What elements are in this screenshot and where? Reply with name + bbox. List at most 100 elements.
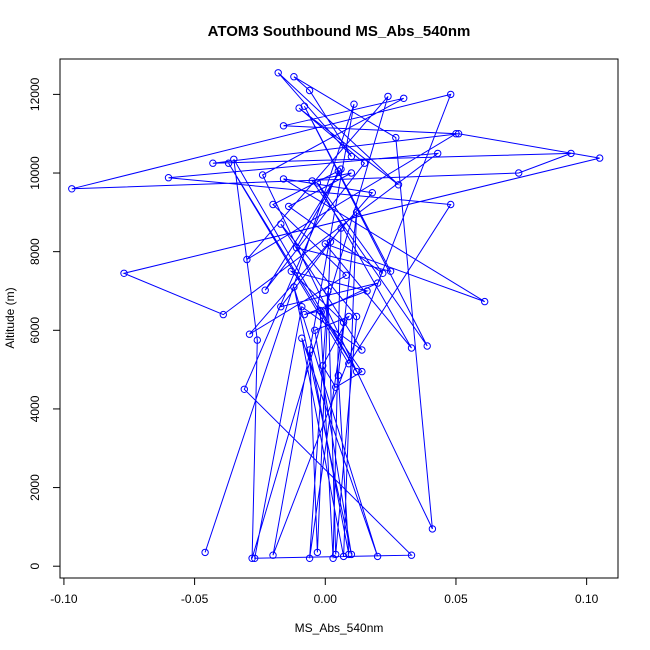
data-point [332, 550, 340, 559]
data-point [243, 255, 251, 264]
data-point [515, 169, 523, 177]
data-point [352, 208, 361, 217]
data-point [298, 303, 306, 311]
data-point [373, 552, 382, 561]
data-point [347, 169, 356, 177]
data-point [332, 383, 340, 391]
series-line [71, 72, 600, 559]
data-point [394, 181, 403, 189]
data-point [454, 130, 463, 138]
data-point [279, 175, 288, 183]
data-point [345, 312, 353, 321]
data-point [334, 371, 342, 380]
y-tick-label: 0 [28, 563, 42, 570]
data-point [379, 269, 387, 277]
data-point [261, 286, 269, 294]
data-point [290, 283, 298, 291]
data-point [400, 94, 408, 103]
data-point [481, 297, 489, 306]
y-tick-label: 2000 [28, 474, 42, 501]
data-point [339, 552, 348, 561]
data-point [120, 269, 128, 277]
data-point [305, 86, 314, 95]
x-tick-label: -0.10 [50, 592, 78, 606]
data-point [324, 287, 332, 295]
data-point [392, 133, 400, 142]
data-point [384, 92, 392, 101]
data-point [360, 159, 369, 167]
data-point [358, 367, 366, 376]
x-axis-label: MS_Abs_540nm [295, 621, 384, 635]
y-tick-label: 6000 [28, 317, 42, 344]
data-point [319, 362, 327, 370]
data-point [358, 346, 366, 354]
x-tick-label: 0.10 [575, 592, 599, 606]
data-point [295, 104, 303, 112]
data-point [279, 122, 288, 130]
data-point [321, 240, 329, 248]
data-point [285, 202, 293, 211]
y-tick-label: 12000 [28, 77, 42, 111]
data-point [230, 155, 238, 164]
data-point [342, 271, 350, 279]
data-point [269, 200, 277, 209]
data-point [251, 554, 259, 562]
data-point [313, 179, 322, 187]
x-tick-label: -0.05 [181, 592, 209, 606]
data-point [567, 149, 575, 158]
data-point [274, 69, 282, 77]
data-point [277, 220, 285, 228]
data-point [311, 326, 319, 334]
data-point [434, 149, 442, 158]
data-point [368, 189, 376, 197]
data-point [209, 159, 217, 167]
data-point [305, 346, 314, 354]
data-point [334, 167, 342, 175]
data-point [164, 174, 173, 182]
data-point [298, 334, 306, 342]
data-point [269, 551, 277, 559]
series-points [68, 69, 604, 562]
y-tick-label: 4000 [28, 395, 42, 422]
data-point [240, 385, 249, 393]
series-lines [71, 72, 600, 559]
data-point [313, 548, 322, 557]
data-point [68, 185, 76, 193]
data-point [347, 550, 356, 559]
y-tick-label: 8000 [28, 238, 42, 265]
data-point [352, 312, 361, 321]
data-point [300, 102, 309, 110]
data-point [277, 303, 285, 311]
chart-title: ATOM3 Southbound MS_Abs_540nm [208, 23, 471, 40]
data-point [363, 287, 371, 295]
data-point [219, 310, 228, 319]
data-point [316, 306, 324, 315]
data-point [253, 336, 261, 344]
data-point [258, 171, 267, 179]
data-point [350, 100, 358, 108]
data-point [352, 367, 361, 376]
data-point [201, 548, 209, 557]
data-point [339, 318, 348, 327]
data-point [290, 73, 298, 81]
data-point [596, 154, 604, 162]
data-point [347, 152, 356, 161]
x-tick-label: 0.00 [314, 592, 338, 606]
data-point [248, 554, 256, 562]
data-point [447, 90, 455, 99]
data-point [345, 360, 353, 368]
data-point [300, 310, 309, 319]
data-point [447, 200, 455, 209]
y-tick-label: 10000 [28, 156, 42, 190]
data-point [292, 244, 301, 252]
data-point [386, 267, 395, 275]
x-axis: -0.10 -0.05 0.00 0.05 0.10 [50, 577, 599, 606]
data-point [308, 177, 316, 185]
data-point [423, 342, 431, 350]
data-point [245, 330, 254, 338]
data-point [345, 550, 353, 559]
x-tick-label: 0.05 [444, 592, 468, 606]
data-point [407, 551, 416, 559]
data-point [428, 525, 437, 533]
